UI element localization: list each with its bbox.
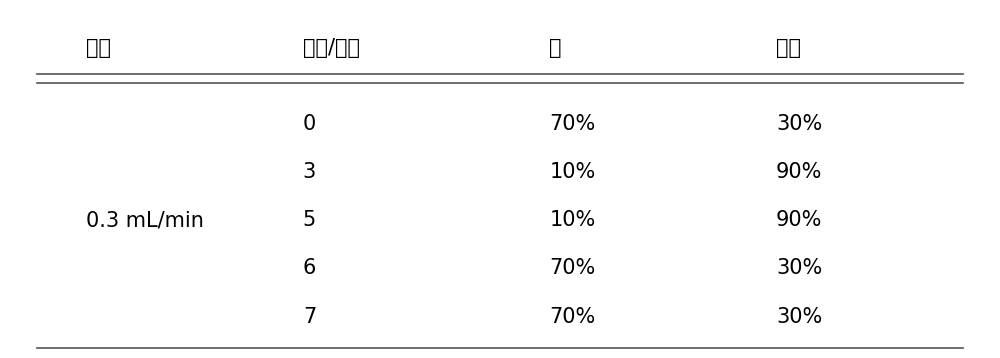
Text: 流速: 流速 bbox=[86, 38, 111, 58]
Text: 3: 3 bbox=[303, 162, 316, 182]
Text: 10%: 10% bbox=[549, 162, 596, 182]
Text: 30%: 30% bbox=[776, 307, 822, 326]
Text: 6: 6 bbox=[303, 258, 316, 279]
Text: 70%: 70% bbox=[549, 307, 596, 326]
Text: 甲醇: 甲醇 bbox=[776, 38, 801, 58]
Text: 5: 5 bbox=[303, 210, 316, 230]
Text: 70%: 70% bbox=[549, 258, 596, 279]
Text: 时间/分钟: 时间/分钟 bbox=[303, 38, 360, 58]
Text: 10%: 10% bbox=[549, 210, 596, 230]
Text: 0: 0 bbox=[303, 114, 316, 134]
Text: 30%: 30% bbox=[776, 114, 822, 134]
Text: 90%: 90% bbox=[776, 210, 822, 230]
Text: 水: 水 bbox=[549, 38, 562, 58]
Text: 7: 7 bbox=[303, 307, 316, 326]
Text: 90%: 90% bbox=[776, 162, 822, 182]
Text: 0.3 mL/min: 0.3 mL/min bbox=[86, 210, 204, 230]
Text: 70%: 70% bbox=[549, 114, 596, 134]
Text: 30%: 30% bbox=[776, 258, 822, 279]
